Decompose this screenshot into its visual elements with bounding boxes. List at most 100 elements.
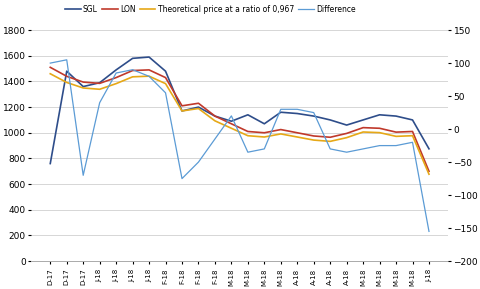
Difference bbox=[392, 144, 398, 147]
Difference bbox=[261, 147, 267, 151]
Theoretical price at a ratio of 0,967 bbox=[212, 119, 217, 123]
Line: Theoretical price at a ratio of 0,967: Theoretical price at a ratio of 0,967 bbox=[50, 74, 428, 174]
Legend: SGL, LON, Theoretical price at a ratio of 0,967, Difference: SGL, LON, Theoretical price at a ratio o… bbox=[62, 2, 358, 17]
LON bbox=[228, 122, 234, 125]
Difference bbox=[343, 151, 349, 154]
SGL bbox=[310, 114, 316, 118]
Difference bbox=[96, 101, 102, 104]
Difference bbox=[195, 160, 201, 164]
SGL bbox=[277, 110, 283, 114]
SGL bbox=[130, 57, 135, 60]
Theoretical price at a ratio of 0,967 bbox=[162, 82, 168, 85]
Difference bbox=[146, 75, 152, 78]
LON bbox=[146, 68, 152, 72]
SGL bbox=[64, 69, 70, 73]
SGL bbox=[294, 112, 300, 115]
LON bbox=[212, 114, 217, 118]
Difference bbox=[409, 140, 415, 144]
SGL bbox=[146, 55, 152, 59]
SGL bbox=[261, 122, 267, 125]
Difference bbox=[130, 68, 135, 71]
Difference bbox=[80, 174, 86, 177]
Theoretical price at a ratio of 0,967 bbox=[310, 138, 316, 142]
LON bbox=[409, 130, 415, 133]
SGL bbox=[425, 147, 431, 151]
SGL bbox=[409, 118, 415, 122]
LON bbox=[360, 126, 365, 129]
LON bbox=[64, 75, 70, 78]
LON bbox=[261, 131, 267, 134]
LON bbox=[244, 130, 250, 133]
Theoretical price at a ratio of 0,967 bbox=[146, 75, 152, 78]
Difference bbox=[48, 61, 53, 65]
SGL bbox=[212, 114, 217, 118]
SGL bbox=[228, 119, 234, 123]
SGL bbox=[376, 113, 382, 116]
Difference bbox=[360, 147, 365, 151]
LON bbox=[376, 127, 382, 130]
Difference bbox=[162, 91, 168, 95]
Difference bbox=[425, 230, 431, 233]
Theoretical price at a ratio of 0,967 bbox=[392, 135, 398, 138]
Difference bbox=[376, 144, 382, 147]
SGL bbox=[392, 114, 398, 118]
Line: Difference: Difference bbox=[50, 60, 428, 231]
Theoretical price at a ratio of 0,967 bbox=[425, 173, 431, 176]
Difference bbox=[228, 114, 234, 118]
LON bbox=[326, 136, 332, 139]
Theoretical price at a ratio of 0,967 bbox=[294, 135, 300, 139]
SGL bbox=[195, 105, 201, 109]
Theoretical price at a ratio of 0,967 bbox=[130, 75, 135, 79]
SGL bbox=[360, 118, 365, 122]
Difference bbox=[310, 111, 316, 114]
Theoretical price at a ratio of 0,967 bbox=[228, 127, 234, 130]
Difference bbox=[277, 108, 283, 111]
LON bbox=[162, 76, 168, 79]
Difference bbox=[244, 151, 250, 154]
Theoretical price at a ratio of 0,967 bbox=[343, 136, 349, 139]
LON bbox=[195, 101, 201, 105]
Theoretical price at a ratio of 0,967 bbox=[64, 81, 70, 84]
SGL bbox=[326, 118, 332, 122]
Theoretical price at a ratio of 0,967 bbox=[80, 86, 86, 90]
LON bbox=[343, 132, 349, 135]
Difference bbox=[294, 108, 300, 111]
Theoretical price at a ratio of 0,967 bbox=[48, 72, 53, 75]
LON bbox=[80, 80, 86, 84]
Theoretical price at a ratio of 0,967 bbox=[195, 107, 201, 110]
Theoretical price at a ratio of 0,967 bbox=[360, 130, 365, 134]
Difference bbox=[113, 71, 119, 75]
Theoretical price at a ratio of 0,967 bbox=[113, 82, 119, 85]
Difference bbox=[179, 177, 184, 180]
SGL bbox=[96, 81, 102, 84]
LON bbox=[48, 66, 53, 69]
Theoretical price at a ratio of 0,967 bbox=[179, 109, 184, 113]
SGL bbox=[179, 109, 184, 113]
LON bbox=[392, 130, 398, 134]
Theoretical price at a ratio of 0,967 bbox=[277, 132, 283, 136]
Theoretical price at a ratio of 0,967 bbox=[96, 88, 102, 91]
SGL bbox=[80, 85, 86, 88]
SGL bbox=[113, 68, 119, 72]
Line: LON: LON bbox=[50, 67, 428, 171]
Difference bbox=[326, 147, 332, 151]
Theoretical price at a ratio of 0,967 bbox=[326, 140, 332, 143]
Difference bbox=[64, 58, 70, 62]
LON bbox=[113, 76, 119, 79]
Theoretical price at a ratio of 0,967 bbox=[244, 134, 250, 138]
LON bbox=[277, 128, 283, 131]
Theoretical price at a ratio of 0,967 bbox=[409, 134, 415, 138]
Line: SGL: SGL bbox=[50, 57, 428, 164]
SGL bbox=[162, 69, 168, 73]
LON bbox=[294, 131, 300, 134]
Theoretical price at a ratio of 0,967 bbox=[261, 135, 267, 139]
LON bbox=[179, 104, 184, 108]
LON bbox=[96, 81, 102, 85]
LON bbox=[425, 170, 431, 173]
LON bbox=[310, 134, 316, 138]
SGL bbox=[343, 123, 349, 127]
SGL bbox=[48, 162, 53, 165]
Difference bbox=[212, 137, 217, 141]
Theoretical price at a ratio of 0,967 bbox=[376, 131, 382, 134]
LON bbox=[130, 69, 135, 72]
